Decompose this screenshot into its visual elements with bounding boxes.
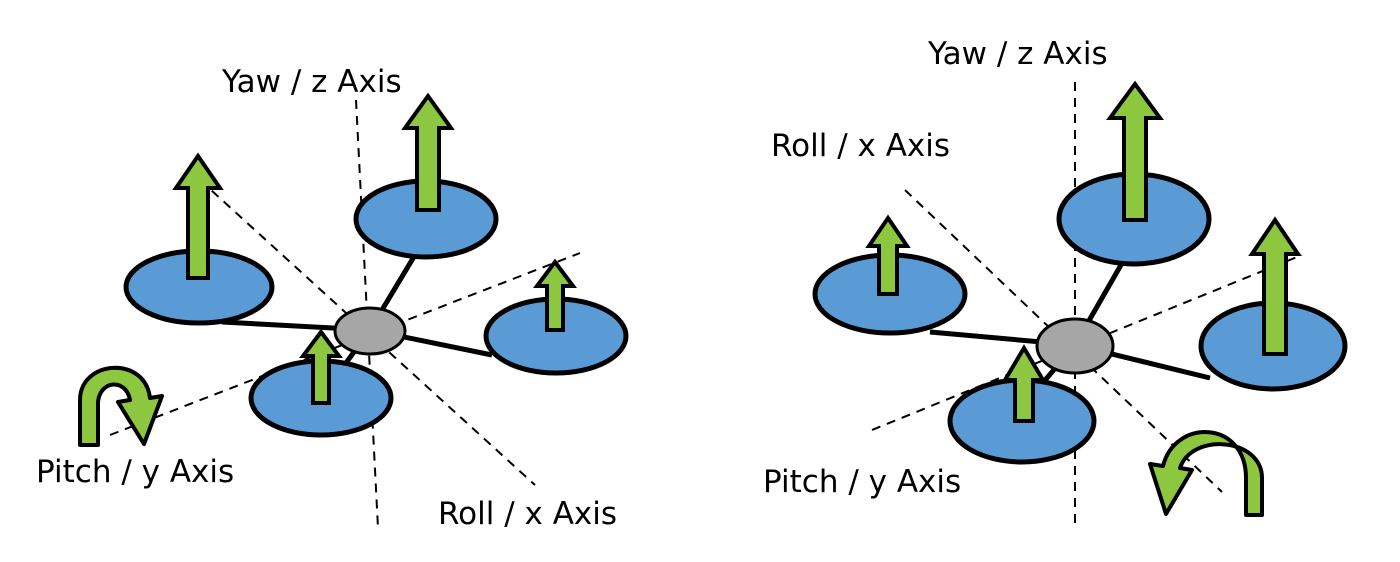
left-thrust-arrow-front-right	[533, 258, 577, 332]
left-pitch-rotation-arrow	[78, 365, 164, 447]
right-hub	[1035, 317, 1115, 375]
right-thrust-arrow-back-right	[1106, 80, 1164, 222]
right-thrust-arrow-back-left	[865, 214, 911, 296]
right-roll-label: Roll / x Axis	[771, 128, 950, 164]
right-thrust-arrow-front-right	[1248, 216, 1302, 356]
right-quadcopter: Yaw / z Axis Roll / x Axis Pitch / y Axi…	[763, 36, 1348, 528]
left-thrust-arrow-back-left	[172, 152, 224, 280]
left-roll-label: Roll / x Axis	[438, 496, 617, 532]
left-hub	[333, 306, 407, 356]
right-yaw-label: Yaw / z Axis	[927, 36, 1108, 72]
left-pitch-label: Pitch / y Axis	[36, 454, 234, 490]
right-thrust-arrow-front-left	[1001, 344, 1047, 423]
right-roll-axis-line	[904, 189, 1223, 493]
left-thrust-arrow-front-left	[299, 328, 343, 405]
left-quadcopter: Yaw / z Axis Roll / x Axis Pitch / y Axi…	[36, 64, 629, 532]
left-pitch-axis-line	[109, 252, 581, 436]
left-yaw-label: Yaw / z Axis	[221, 64, 402, 100]
left-thrust-arrow-back-right	[401, 92, 455, 212]
right-pitch-label: Pitch / y Axis	[763, 464, 961, 500]
right-roll-rotation-arrow	[1148, 430, 1264, 517]
